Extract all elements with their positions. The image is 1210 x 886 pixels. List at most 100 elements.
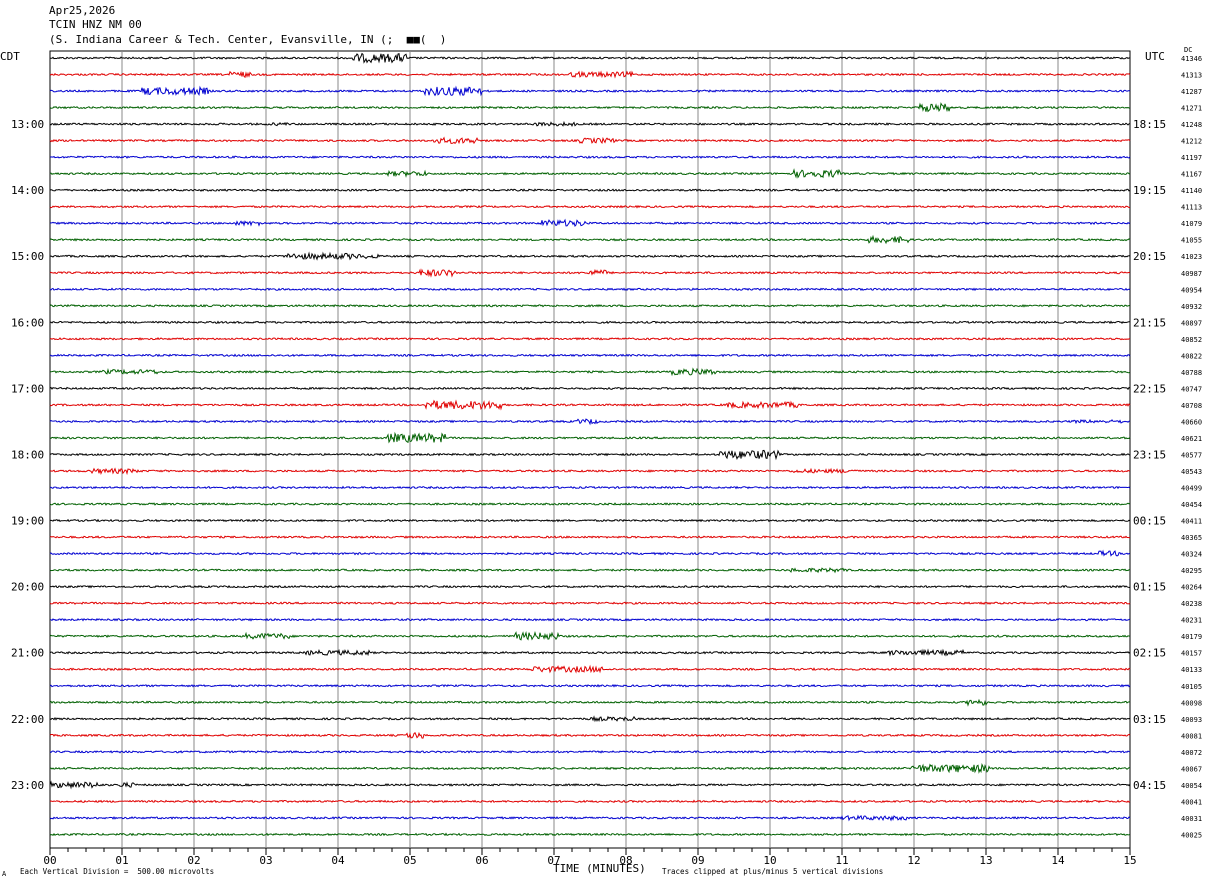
right-hour-label: 21:15 [1133,316,1166,329]
dc-value-label: 41248 [1181,121,1202,129]
x-tick-label: 15 [1123,854,1136,867]
seismic-trace [49,814,1131,822]
seismic-trace [49,683,1131,688]
seismic-trace [49,155,1131,159]
x-tick-label: 05 [403,854,416,867]
dc-value-label: 40747 [1181,385,1202,393]
right-hour-label: 00:15 [1133,515,1166,528]
dc-value-label: 40324 [1181,551,1202,559]
x-tick-label: 08 [619,854,632,867]
seismic-trace [49,518,1131,523]
dc-value-label: 40041 [1181,798,1202,806]
dc-value-label: 40365 [1181,534,1202,542]
dc-value-label: 40238 [1181,600,1202,608]
left-hour-label: 19:00 [11,515,44,528]
dc-value-label: 41212 [1181,138,1202,146]
left-timezone-label: CDT [0,50,20,63]
right-hour-label: 19:15 [1133,184,1166,197]
seismic-trace [49,367,1131,377]
axis-labels: 00 01 02 03 04 05 06 07 08 09 10 11 12 13 14 15 13:00 14:… [11,55,1202,867]
dc-value-label: 40067 [1181,765,1202,773]
x-tick-label: 02 [187,854,200,867]
dc-value-label: 41113 [1181,204,1202,212]
seismic-trace [49,303,1131,308]
seismic-trace [49,353,1131,358]
dc-value-label: 40179 [1181,633,1202,641]
x-tick-label: 13 [979,854,992,867]
seismic-trace [49,168,1131,179]
left-hour-label: 13:00 [11,118,44,131]
seismic-trace [49,715,1131,723]
dc-value-label: 40543 [1181,468,1202,476]
dc-value-label: 40093 [1181,716,1202,724]
seismic-trace [49,136,1131,145]
x-tick-label: 14 [1051,854,1065,867]
right-hour-label: 03:15 [1133,713,1166,726]
dc-value-label: 40411 [1181,518,1202,526]
seismic-trace [49,832,1131,837]
seismic-trace [49,664,1131,674]
seismic-trace [50,617,1131,622]
dc-value-label: 40932 [1181,303,1202,311]
dc-value-label: 40708 [1181,402,1202,410]
x-tick-label: 10 [763,854,776,867]
seismic-trace [49,234,1131,245]
seismic-trace [49,762,1131,774]
seismic-trace [49,535,1131,539]
dc-value-label: 41197 [1181,154,1202,162]
seismic-trace [49,731,1131,739]
dc-value-label: 40031 [1181,815,1202,823]
dc-value-label: 41167 [1181,171,1202,179]
dc-value-label: 40072 [1181,749,1202,757]
dc-value-label: 40499 [1181,485,1202,493]
seismic-trace [49,204,1130,209]
dc-value-label: 40454 [1181,501,1202,509]
seismic-trace [49,52,1131,64]
dc-value-label: 40231 [1181,617,1202,625]
dc-value-label: 40157 [1181,650,1202,658]
dc-value-label: 40054 [1181,782,1202,790]
dc-value-label: 40822 [1181,352,1202,360]
dc-value-label: 40852 [1181,336,1202,344]
x-tick-label: 01 [115,854,128,867]
seismic-trace [49,399,1131,411]
seismic-trace [49,218,1131,227]
dc-value-label: 41271 [1181,105,1202,113]
seismic-trace [49,70,1131,79]
dc-value-label: 40105 [1181,683,1202,691]
dc-value-label: 41346 [1181,55,1202,63]
seismic-trace [49,386,1131,391]
seismic-trace [49,567,1131,574]
dc-value-label: 40577 [1181,451,1202,459]
dc-value-label: 40660 [1181,418,1202,426]
seismic-trace [49,502,1131,506]
dc-value-label: 40954 [1181,286,1202,294]
seismic-trace [49,268,1131,278]
seismic-trace [49,120,1131,127]
dc-value-label: 41140 [1181,187,1202,195]
seismic-trace [49,418,1131,426]
dc-value-label: 40264 [1181,584,1202,592]
seismic-trace [49,449,1131,461]
dc-value-label: 40621 [1181,435,1202,443]
left-hour-label: 14:00 [11,184,44,197]
seismic-trace [49,750,1131,754]
seismic-trace [50,584,1131,589]
dc-value-label: 40897 [1181,319,1202,327]
right-hour-label: 02:15 [1133,647,1166,660]
dc-value-label: 40098 [1181,699,1202,707]
dc-value-label: 40081 [1181,732,1202,740]
seismic-trace [49,648,1131,657]
dc-value-label: 41313 [1181,72,1202,80]
dc-column-label: DC [1184,46,1193,54]
right-hour-label: 22:15 [1133,382,1166,395]
seismic-trace [49,601,1131,605]
seismic-trace [49,780,1131,790]
plot-date: Apr25,2026 [49,4,116,17]
seismic-trace [49,188,1131,193]
plot-grid [49,50,1131,849]
left-hour-label: 21:00 [11,647,44,660]
seismic-trace [49,485,1131,490]
dc-value-label: 41079 [1181,220,1202,228]
x-tick-label: 07 [547,854,560,867]
